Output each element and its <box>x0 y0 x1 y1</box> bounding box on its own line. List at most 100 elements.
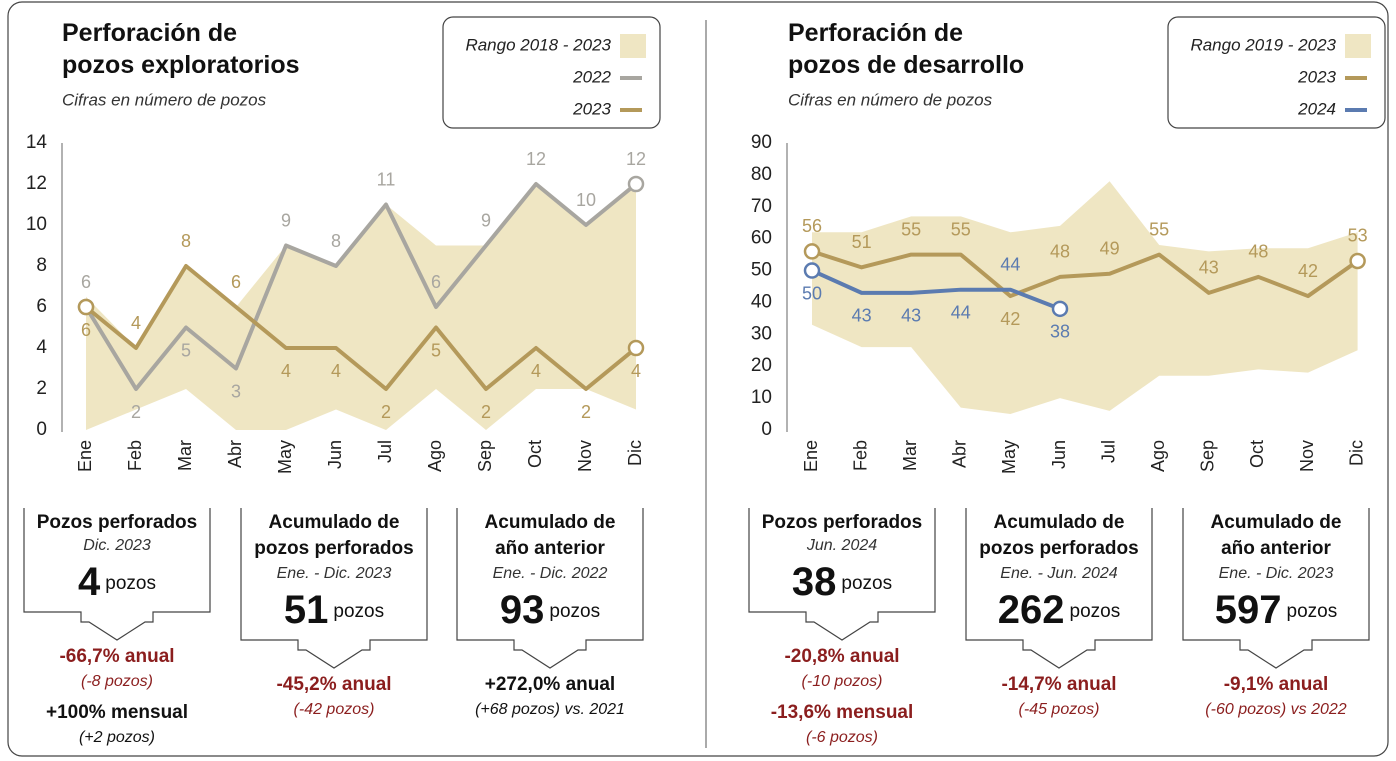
x-tick-label: Oct <box>525 440 545 468</box>
stat-unit: pozos <box>333 601 384 622</box>
data-label: 12 <box>626 149 646 169</box>
stat-unit: pozos <box>549 601 600 622</box>
data-label: 43 <box>901 306 921 326</box>
data-label: 44 <box>1000 254 1020 274</box>
line-series <box>84 182 638 391</box>
stat-change: -45,2% anual <box>276 674 391 695</box>
stat-change: +100% mensual <box>46 702 188 723</box>
x-tick-label: Mar <box>175 440 195 471</box>
data-label: 2 <box>131 402 141 422</box>
x-tick-label: Abr <box>950 440 970 468</box>
stat-period: Ene. - Dic. 2023 <box>277 565 392 582</box>
data-label: 51 <box>852 232 872 252</box>
legend-swatch <box>620 34 646 58</box>
chart-title: Perforación de pozos exploratorios <box>62 19 300 79</box>
data-label: 2 <box>581 402 591 422</box>
data-label: 4 <box>331 361 341 381</box>
end-marker <box>627 175 645 193</box>
stat-number: 262 <box>998 588 1065 632</box>
frame <box>7 1 1389 757</box>
stat-change: -14,7% anual <box>1001 674 1116 695</box>
y-tick-label: 80 <box>751 164 772 185</box>
stat-box <box>456 508 644 669</box>
stat-period: Dic. 2023 <box>83 537 151 554</box>
stat-box <box>240 508 428 669</box>
legend-label: Rango 2019 - 2023 <box>1190 35 1336 54</box>
stat-change: (-60 pozos) vs 2022 <box>1205 701 1347 718</box>
stat-box <box>23 508 211 641</box>
stat-number: 93 <box>500 588 545 632</box>
data-label: 53 <box>1348 226 1368 246</box>
data-label: 49 <box>1100 238 1120 258</box>
stat-value: 262 pozos <box>998 588 1120 632</box>
x-tick-label: Ago <box>425 440 445 472</box>
data-label: 48 <box>1050 242 1070 262</box>
y-tick-label: 14 <box>26 132 48 153</box>
y-tick-label: 10 <box>751 387 772 408</box>
stat-number: 38 <box>792 560 837 604</box>
legend-box <box>442 16 661 129</box>
x-tick-label: Nov <box>1297 440 1317 472</box>
line-series <box>811 249 1359 299</box>
legend-box <box>1167 16 1386 129</box>
legend-label: 2024 <box>1297 99 1336 118</box>
stat-value: 93 pozos <box>500 588 600 632</box>
x-tick-label: May <box>999 440 1019 474</box>
data-label: 6 <box>81 272 91 292</box>
data-label: 6 <box>431 272 441 292</box>
data-label: 8 <box>181 231 191 251</box>
line-series <box>811 268 1061 311</box>
stat-title: Acumulado de pozos perforados <box>254 512 413 559</box>
y-tick-label: 20 <box>751 355 772 376</box>
legend-swatch <box>1345 34 1371 58</box>
data-label: 4 <box>531 361 541 381</box>
stat-change: -13,6% mensual <box>771 702 914 723</box>
data-label: 12 <box>526 149 546 169</box>
stat-number: 597 <box>1215 588 1282 632</box>
data-label: 38 <box>1050 322 1070 342</box>
y-tick-label: 0 <box>36 419 47 440</box>
data-label: 4 <box>281 361 291 381</box>
y-tick-label: 40 <box>751 291 772 312</box>
stat-change: -9,1% anual <box>1224 674 1329 695</box>
data-label: 9 <box>481 210 491 230</box>
stat-title: Pozos perforados <box>762 512 922 533</box>
data-label: 43 <box>1199 258 1219 278</box>
stat-value: 597 pozos <box>1215 588 1337 632</box>
y-tick-label: 6 <box>36 296 47 317</box>
x-tick-label: Nov <box>575 440 595 472</box>
x-tick-label: Jul <box>375 440 395 463</box>
legend-label: 2023 <box>572 99 611 118</box>
stat-change: (-8 pozos) <box>81 673 153 690</box>
stat-change: +272,0% anual <box>485 674 615 695</box>
stat-change: (+2 pozos) <box>79 729 155 746</box>
y-tick-label: 12 <box>26 173 47 194</box>
y-tick-label: 70 <box>751 196 772 217</box>
y-tick-label: 90 <box>751 132 772 153</box>
range-area <box>812 181 1358 415</box>
data-label: 5 <box>181 340 191 360</box>
stat-title: Pozos perforados <box>37 512 197 533</box>
stat-unit: pozos <box>1287 601 1338 622</box>
x-tick-label: May <box>275 440 295 474</box>
chart-title: Perforación de pozos de desarrollo <box>788 19 1024 79</box>
end-marker <box>803 243 821 260</box>
y-tick-label: 4 <box>36 337 47 358</box>
data-label: 2 <box>481 402 491 422</box>
x-tick-label: Feb <box>850 440 870 471</box>
end-marker <box>1349 252 1366 270</box>
stat-box <box>1182 508 1370 669</box>
legend-label: 2023 <box>1297 67 1336 86</box>
x-tick-label: Sep <box>1198 440 1218 472</box>
data-label: 8 <box>331 231 341 251</box>
stat-title: Acumulado de pozos perforados <box>979 512 1138 559</box>
x-tick-label: Jun <box>1049 440 1069 469</box>
data-label: 42 <box>1000 309 1020 329</box>
y-tick-label: 30 <box>751 323 772 344</box>
stat-title: Acumulado de año anterior <box>485 512 616 559</box>
x-tick-label: Oct <box>1247 440 1267 468</box>
end-marker <box>627 339 645 357</box>
end-marker <box>803 262 821 279</box>
